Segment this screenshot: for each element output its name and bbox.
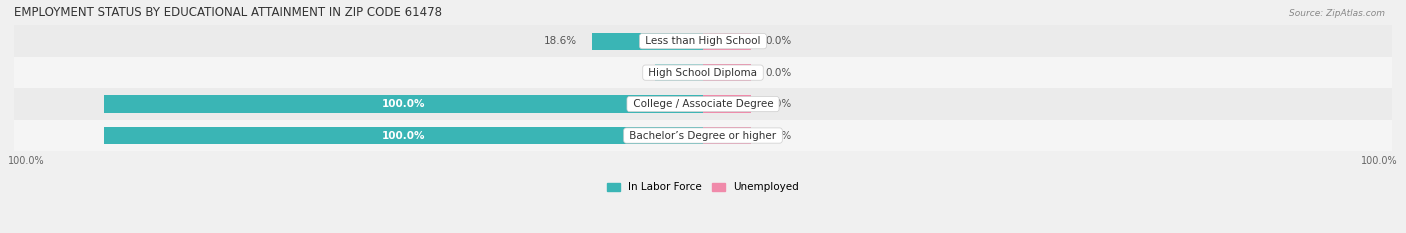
Bar [703, 64, 751, 81]
Text: 0.0%: 0.0% [766, 68, 792, 78]
Text: 18.6%: 18.6% [544, 36, 576, 46]
Bar [655, 64, 703, 81]
Legend: In Labor Force, Unemployed: In Labor Force, Unemployed [603, 178, 803, 197]
Text: Less than High School: Less than High School [643, 36, 763, 46]
Bar [14, 88, 1392, 120]
Text: College / Associate Degree: College / Associate Degree [630, 99, 776, 109]
Bar [104, 127, 703, 144]
Text: 0.0%: 0.0% [766, 99, 792, 109]
Text: Bachelor’s Degree or higher: Bachelor’s Degree or higher [626, 130, 780, 140]
Text: 0.0%: 0.0% [766, 36, 792, 46]
Text: Source: ZipAtlas.com: Source: ZipAtlas.com [1289, 9, 1385, 18]
Bar [14, 57, 1392, 88]
Bar [703, 127, 751, 144]
Bar [104, 96, 703, 113]
Text: 0.0%: 0.0% [662, 68, 688, 78]
Text: 100.0%: 100.0% [382, 99, 426, 109]
Bar [703, 33, 751, 50]
Text: 100.0%: 100.0% [382, 130, 426, 140]
Bar [14, 120, 1392, 151]
Bar [14, 25, 1392, 57]
Text: 0.0%: 0.0% [766, 130, 792, 140]
Bar [703, 96, 751, 113]
Bar [592, 33, 703, 50]
Text: High School Diploma: High School Diploma [645, 68, 761, 78]
Text: EMPLOYMENT STATUS BY EDUCATIONAL ATTAINMENT IN ZIP CODE 61478: EMPLOYMENT STATUS BY EDUCATIONAL ATTAINM… [14, 6, 443, 19]
